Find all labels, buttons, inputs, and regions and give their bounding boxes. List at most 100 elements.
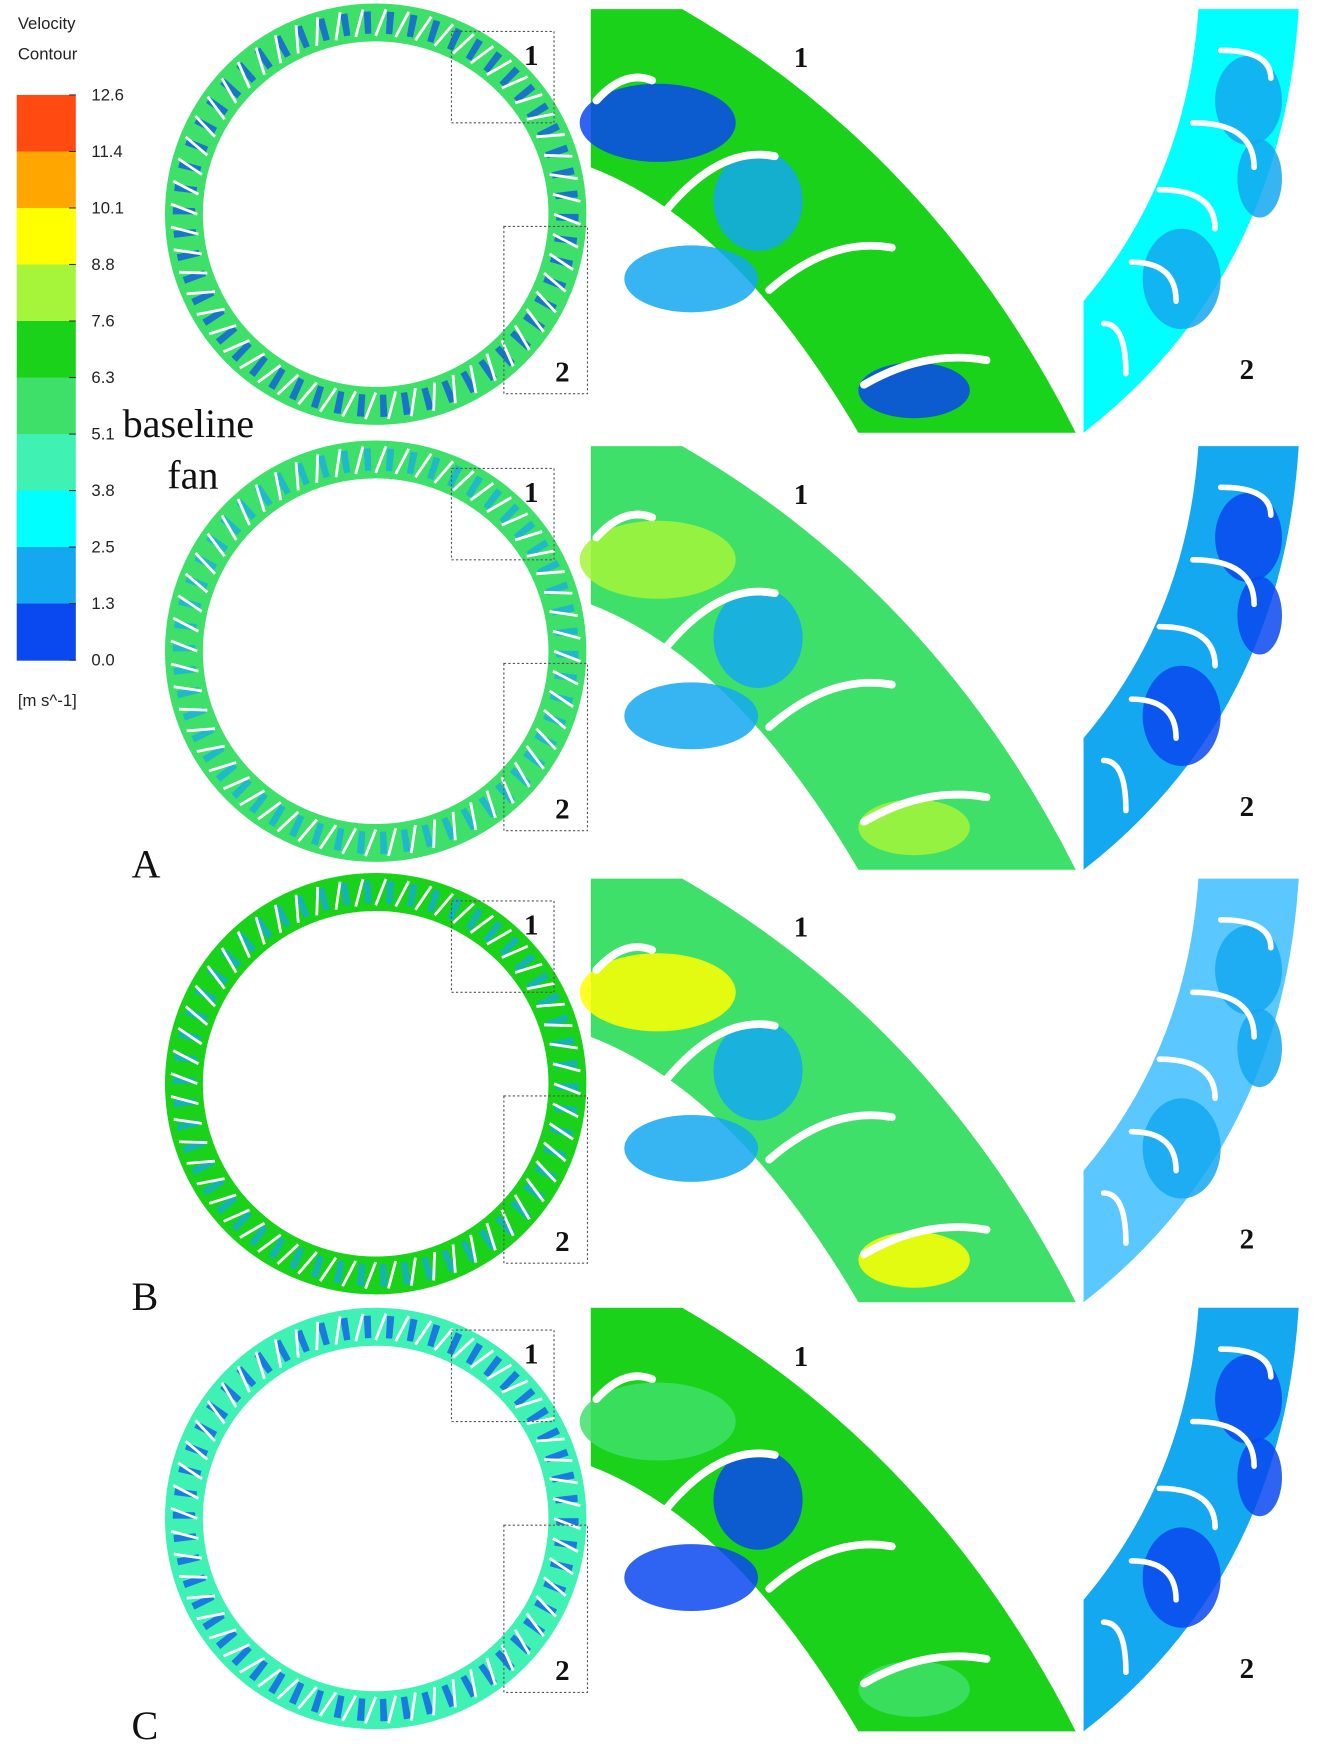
ring-blade	[549, 1477, 578, 1485]
legend-tick-label: 12.6	[91, 86, 124, 105]
flow-region	[858, 362, 970, 419]
ring-blade	[170, 1095, 199, 1106]
ring-blade	[254, 916, 266, 945]
ring-blade	[276, 810, 300, 833]
ring-blade	[552, 1497, 581, 1508]
ring-blade	[297, 381, 318, 406]
flow-region	[624, 1114, 759, 1182]
ring-blade	[172, 1049, 200, 1065]
zone-label: 1	[524, 909, 538, 941]
ring-blade	[341, 390, 357, 418]
ring-blade	[186, 290, 216, 296]
ring-blade	[173, 1117, 202, 1125]
ring-blade	[239, 1221, 266, 1239]
ring-blade	[208, 1628, 237, 1640]
legend-tick-label: 2.5	[91, 538, 114, 557]
zoom-blade	[1100, 1619, 1129, 1676]
zoom-blade	[1190, 989, 1257, 1040]
zoom-blade	[662, 1449, 779, 1513]
ring-blade	[536, 1002, 565, 1008]
ring-blade	[409, 824, 417, 854]
ring-blade	[469, 1234, 478, 1263]
ring-blade	[354, 878, 365, 907]
zoom-blade	[765, 1111, 896, 1164]
ring-blade	[553, 1517, 582, 1531]
flow-region	[1215, 492, 1282, 583]
ring-blade	[451, 1244, 457, 1273]
ring-blade	[257, 801, 282, 821]
ring-blade	[206, 1399, 226, 1425]
ring-blade	[433, 1327, 455, 1352]
ring-blade	[526, 112, 555, 121]
ring-blade	[206, 965, 226, 990]
ring-blade	[315, 1321, 320, 1351]
ring-blade	[552, 232, 579, 249]
ring-blade	[276, 1678, 300, 1700]
legend-band	[16, 151, 76, 209]
flow-region	[713, 150, 803, 252]
ring-blade	[501, 1379, 529, 1394]
ring-blade	[170, 1529, 199, 1540]
zone-label: 2	[555, 1655, 569, 1687]
ring-blade	[273, 1339, 283, 1368]
flow-region	[624, 245, 759, 313]
ring-blade	[239, 1656, 266, 1674]
zoom-blade	[592, 510, 657, 542]
ring-blade	[553, 649, 582, 663]
ring-blade	[294, 1329, 300, 1358]
ring-blade	[273, 35, 283, 64]
zoom-blade	[662, 150, 779, 214]
ring-blade	[294, 462, 300, 491]
ring-blade	[451, 1679, 457, 1708]
ring-blade	[173, 1552, 202, 1560]
ring-blade	[432, 1252, 436, 1281]
ring-blade	[294, 894, 300, 924]
ring-blade	[315, 886, 320, 916]
ring-blade	[543, 1141, 567, 1163]
ring-blade	[451, 374, 457, 404]
ring-blade	[172, 1484, 200, 1500]
ring-blade	[220, 1382, 238, 1408]
ring-blade	[535, 1160, 557, 1183]
ring-blade	[549, 173, 578, 181]
ring-blade	[239, 352, 266, 370]
row-label: fan	[167, 452, 218, 497]
zone-box	[450, 900, 555, 993]
ring-blade	[257, 364, 282, 384]
ring-blade	[173, 685, 202, 693]
ring-blade	[254, 1351, 266, 1380]
ring-blade	[548, 1122, 574, 1141]
zone-box	[503, 1524, 589, 1693]
ring-blade	[206, 532, 226, 558]
ring-blade	[485, 353, 497, 382]
flow-region	[1215, 1354, 1282, 1444]
zone-box	[503, 225, 589, 395]
ring-blade	[341, 1260, 357, 1287]
flow-region	[1215, 925, 1282, 1015]
ring-blade	[177, 1026, 203, 1046]
ring-blade	[535, 1594, 557, 1618]
flow-region	[1237, 1009, 1282, 1088]
legend-band	[16, 434, 76, 492]
zoom-panel	[590, 446, 1076, 870]
zoom-blade	[765, 1540, 896, 1593]
ring-blade	[254, 484, 266, 513]
ring-blade	[526, 982, 555, 991]
legend-tick-label: 0.0	[91, 651, 114, 670]
ring-blade	[318, 1256, 338, 1282]
ring-blade	[451, 811, 457, 841]
ring-blade	[223, 776, 251, 791]
ring-blade	[500, 1644, 515, 1672]
flow-region	[713, 1449, 803, 1550]
zoom-blade	[662, 1020, 779, 1084]
ring-blade	[514, 530, 543, 542]
ring-blade	[276, 1243, 300, 1265]
zoom-blade	[1156, 186, 1218, 232]
zone-label: 1	[524, 477, 538, 509]
ring-blade	[486, 1363, 513, 1381]
zoom-blade	[1190, 557, 1257, 608]
legend-band	[16, 207, 76, 266]
zoom-blade	[1217, 484, 1274, 518]
legend-band	[16, 603, 76, 661]
ring-blade	[297, 1685, 318, 1710]
